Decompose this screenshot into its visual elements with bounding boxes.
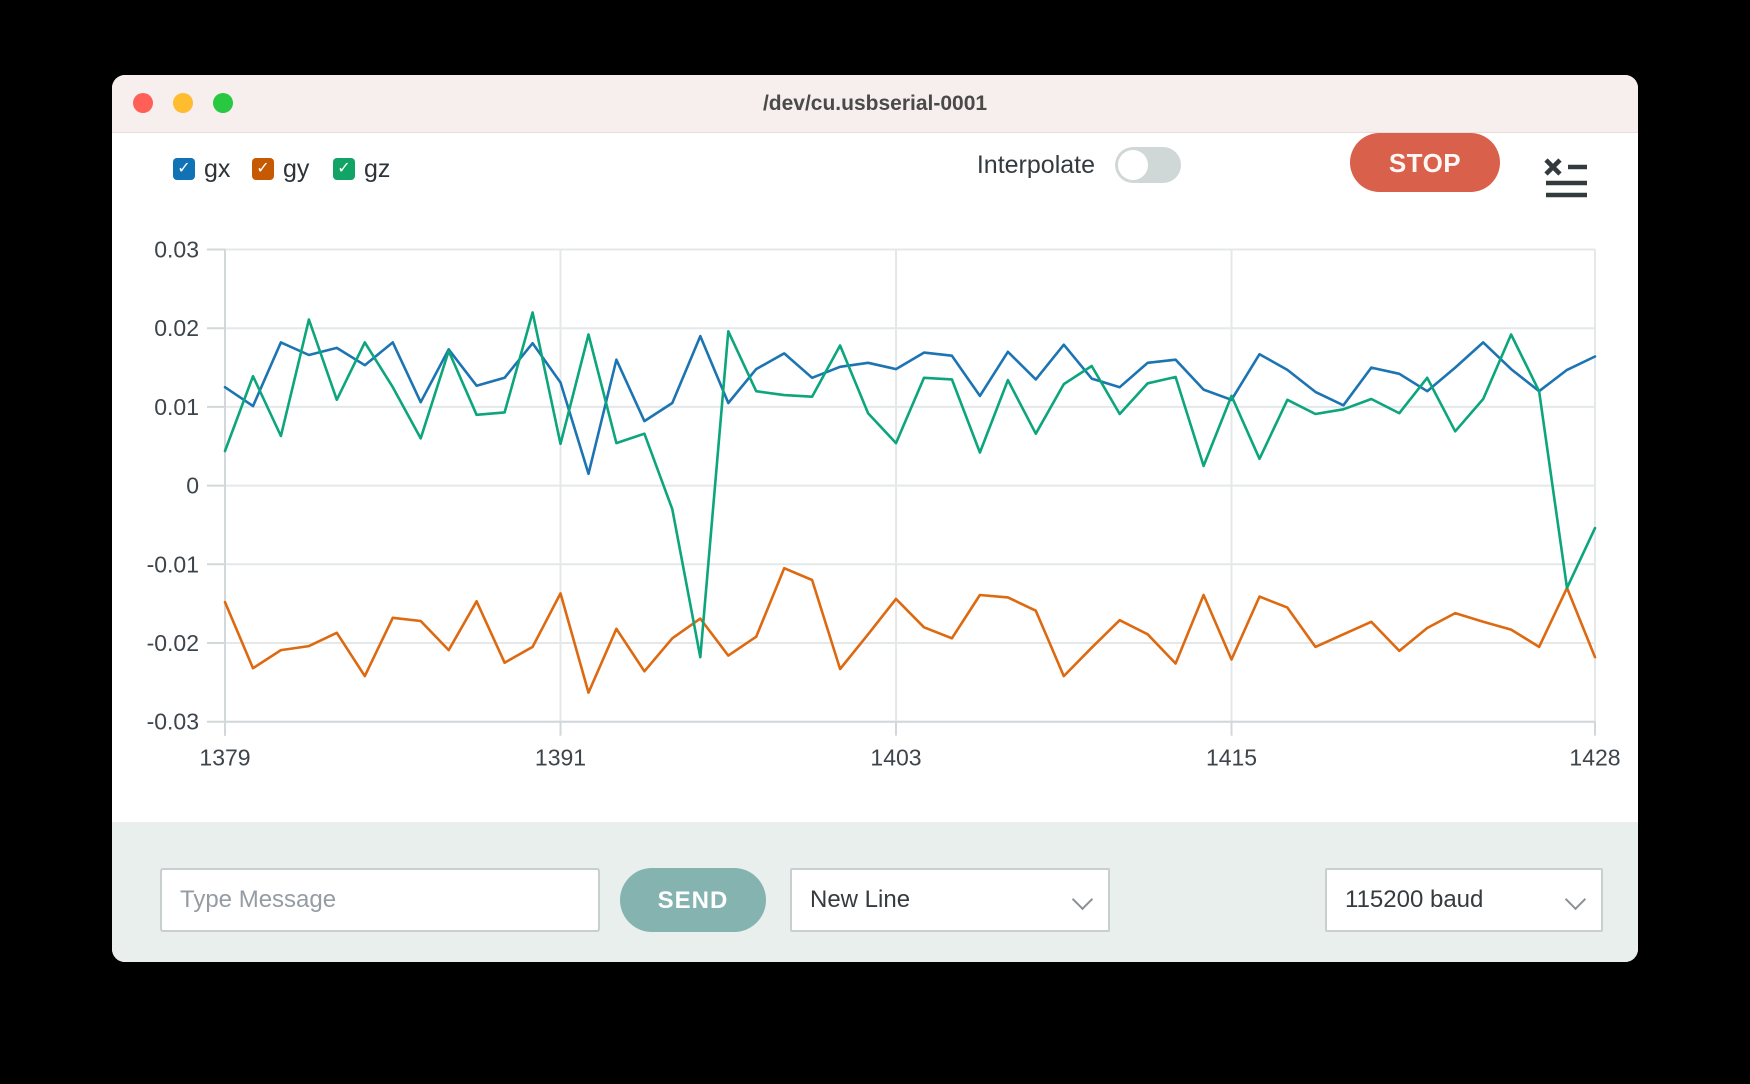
gx-checkbox[interactable]: ✓: [173, 158, 195, 180]
svg-text:1415: 1415: [1206, 745, 1257, 771]
svg-text:0.01: 0.01: [154, 394, 199, 420]
window-title: /dev/cu.usbserial-0001: [762, 92, 988, 115]
svg-text:-0.02: -0.02: [147, 630, 199, 656]
title-bar: /dev/cu.usbserial-0001: [112, 75, 1638, 133]
line-ending-value: New Line: [810, 886, 911, 913]
chart-gridlines: [207, 248, 1596, 736]
series-gz: [223, 311, 1597, 659]
interpolate-label: Interpolate: [976, 151, 1095, 179]
close-window-icon[interactable]: [133, 93, 153, 113]
toggle-knob: [1118, 150, 1148, 180]
interpolate-toggle[interactable]: [1115, 147, 1181, 183]
serial-plotter-window: /dev/cu.usbserial-0001 ✓ gx ✓ gy ✓ gz In…: [112, 75, 1638, 962]
chevron-down-icon: [1564, 888, 1587, 911]
send-button[interactable]: SEND: [620, 868, 766, 932]
message-input[interactable]: [160, 868, 600, 932]
svg-text:1379: 1379: [199, 745, 250, 771]
gz-checkbox[interactable]: ✓: [333, 158, 355, 180]
gx-legend-label: gx: [204, 155, 231, 183]
maximize-window-icon[interactable]: [213, 93, 233, 113]
svg-text:0.03: 0.03: [154, 237, 199, 263]
checkmark-icon: ✓: [177, 158, 191, 177]
svg-text:-0.01: -0.01: [147, 551, 199, 577]
svg-text:-0.03: -0.03: [147, 709, 199, 735]
svg-text:1428: 1428: [1569, 745, 1620, 771]
series-gx: [223, 334, 1597, 476]
svg-text:0.02: 0.02: [154, 315, 199, 341]
chart-series-lines: [223, 311, 1597, 694]
baud-rate-select[interactable]: 115200 baud: [1325, 868, 1603, 932]
serial-console-bar: SEND New Line 115200 baud: [112, 822, 1638, 962]
gz-legend-label: gz: [364, 155, 391, 183]
gy-legend-label: gy: [283, 155, 310, 183]
console-log-icon[interactable]: [1543, 157, 1589, 199]
baud-rate-value: 115200 baud: [1345, 886, 1484, 913]
gy-checkbox[interactable]: ✓: [252, 158, 274, 180]
stop-button[interactable]: STOP: [1350, 133, 1500, 192]
minimize-window-icon[interactable]: [173, 93, 193, 113]
chevron-down-icon: [1071, 888, 1094, 911]
checkmark-icon: ✓: [256, 158, 270, 177]
series-gy: [223, 566, 1597, 694]
svg-text:1391: 1391: [535, 745, 586, 771]
line-ending-select[interactable]: New Line: [790, 868, 1110, 932]
svg-text:1403: 1403: [870, 745, 921, 771]
svg-text:0: 0: [186, 473, 199, 499]
checkmark-icon: ✓: [337, 158, 351, 177]
